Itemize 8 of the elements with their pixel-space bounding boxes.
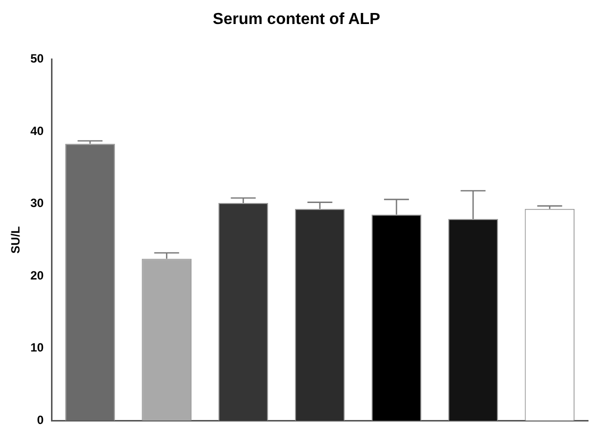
y-tick-label: 0 [37, 412, 44, 427]
y-tick-label: 20 [30, 268, 44, 282]
y-tick-label: 10 [30, 340, 44, 355]
y-tick-label: 30 [30, 196, 44, 210]
y-axis-title: SU/L [8, 226, 23, 254]
y-tick-label: 40 [30, 124, 44, 138]
y-tick-label: 50 [30, 52, 44, 66]
chart-title: Serum content of ALP [212, 11, 381, 28]
